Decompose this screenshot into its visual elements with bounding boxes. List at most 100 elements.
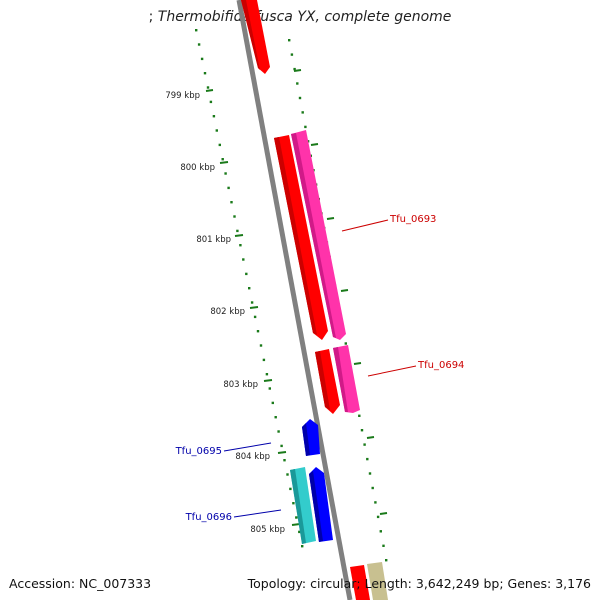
scale-dot-outer [358,414,361,417]
scale-dot-outer [371,486,374,490]
feature-olive-bottom[interactable] [367,562,388,600]
scale-dot-inner [292,502,295,505]
feature-magenta-0693-shade [291,133,336,338]
scale-dot-inner [271,401,274,405]
scale-dot-inner [239,244,242,247]
scale-dot-inner [218,143,221,147]
tick-label-804: 804 kbp [235,452,270,462]
scale-dot-outer [344,342,347,345]
organism-name: Thermobifida fusca YX, complete genome [157,9,452,25]
gene-label-tfu-0695[interactable]: Tfu_0695 [175,446,222,457]
gene-label-leaders [223,219,417,518]
scale-dot-inner [197,43,201,46]
feature-cyan-0696-shade [290,469,306,544]
tick-label-800: 800 kbp [180,163,215,173]
scale-dot-outer [288,39,291,42]
scale-dot-inner [233,215,236,218]
scale-dot-outer [298,96,302,100]
leader-tfu-0693 [341,219,389,232]
gene-label-tfu-0696[interactable]: Tfu_0696 [185,512,232,523]
tick-label-802: 802 kbp [210,307,245,317]
gene-label-tfu-0693[interactable]: Tfu_0693 [389,214,436,225]
feature-magenta-0694-shade [333,347,348,412]
scale-dot-outer [304,125,307,129]
scale-dot-inner [274,416,277,419]
scale-dot-inner [248,287,251,290]
accession-label: Accession: [9,576,76,591]
scale-dot-inner [203,72,207,75]
scale-tick-outer [366,436,375,439]
scale-dot-inner [215,129,218,132]
gene-labels: Tfu_0693 Tfu_0694 Tfu_0695 Tfu_0696 [175,214,465,523]
scale-dot-inner [259,344,263,347]
tick-label-801: 801 kbp [196,235,231,245]
scale-dot-outer [374,501,377,504]
scale-dot-inner [265,373,269,376]
scale-dot-inner [253,315,257,319]
gene-label-tfu-0694[interactable]: Tfu_0694 [417,360,464,371]
scale-tick-outer [379,512,388,515]
scale-dot-outer [368,472,372,475]
scale-dot-inner [289,487,292,491]
feature-red-0694-shade [315,351,330,410]
genome-backbone [236,0,353,600]
genome-summary: Topology: circular; Length: 3,642,249 bp… [247,576,591,591]
leader-tfu-0694 [367,365,417,377]
scale-dot-inner [209,100,213,104]
leader-tfu-0696 [233,509,282,518]
scale-dot-outer [296,82,299,85]
gene-features [241,0,388,600]
title-prefix: ; [148,9,158,25]
scale-dot-inner [268,387,271,390]
tick-mark-802 [249,306,259,309]
scale-dot-inner [200,57,204,61]
tick-mark-803 [263,379,273,382]
kbp-labels: 799 kbp 800 kbp 801 kbp 802 kbp 803 kbp … [165,91,285,535]
feature-red-bottom[interactable] [350,565,370,600]
scale-dot-inner [230,201,233,204]
scale-dot-outer [301,111,304,114]
scale-dot-inner [236,229,239,233]
feature-red-0693-inner-shade [274,137,317,335]
scale-dot-inner [206,86,210,89]
tick-mark-801 [234,234,244,237]
scale-dot-outer [382,544,385,547]
tick-mark-805 [291,523,301,526]
scale-dot-inner [280,444,283,448]
scale-dot-outer [290,53,294,56]
accession-info: Accession: NC_007333 [9,576,151,591]
scale-dot-inner [212,115,216,118]
scale-dot-inner [295,516,298,519]
scale-dot-outer [366,457,369,461]
scale-dot-outer [379,530,382,533]
tick-mark-799 [205,89,214,92]
scale-dot-inner [221,158,224,161]
scale-dot-outer [293,67,296,71]
scale-dot-outer [385,559,388,562]
scale-dot-inner [301,545,304,548]
scale-tick-outer [353,362,362,365]
kbp-ticks [205,89,301,526]
scale-tick-outer [326,217,335,220]
feature-blue-0696-shade [309,471,323,542]
tick-mark-800 [219,161,229,164]
leader-tfu-0695 [223,442,272,452]
tick-label-799: 799 kbp [165,91,200,101]
accession-value: NC_007333 [79,576,152,591]
scale-dot-inner [286,473,289,476]
scale-tick-outer [310,143,319,146]
scale-tick-outer [293,69,302,72]
scale-dot-outer [376,515,380,519]
scale-dot-inner [250,301,254,304]
scale-dot-outer [360,429,364,432]
scale-dot-inner [224,172,227,175]
scale-dot-inner [195,29,198,32]
feature-blue-0695-shade [302,423,310,456]
scale-track-inner [195,29,304,548]
feature-red-top-shade [241,0,260,70]
tick-label-803: 803 kbp [223,380,258,390]
tick-mark-804 [277,451,287,454]
scale-dot-inner [277,430,280,433]
scale-dot-inner [245,272,248,276]
